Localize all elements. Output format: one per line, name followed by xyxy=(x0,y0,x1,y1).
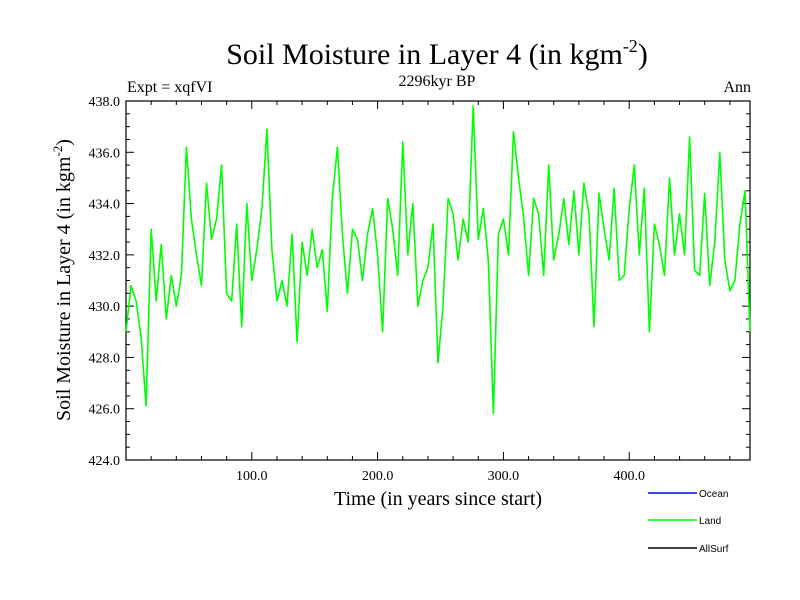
series-line-land xyxy=(125,105,751,415)
y-tick-label: 428.0 xyxy=(89,351,121,366)
y-axis-label: Soil Moisture in Layer 4 (in kgm-2) xyxy=(50,139,75,421)
season-label: Ann xyxy=(723,79,751,96)
y-tick-label: 432.0 xyxy=(89,249,121,264)
x-tick-label: 200.0 xyxy=(362,469,394,484)
legend-label-land: Land xyxy=(699,516,721,527)
chart-title: Soil Moisture in Layer 4 (in kgm-2) xyxy=(226,36,648,71)
chart-subtitle: 2296kyr BP xyxy=(399,73,476,90)
x-tick-label: 300.0 xyxy=(488,469,520,484)
x-axis: 100.0 200.0 300.0 400.0 xyxy=(150,101,731,484)
experiment-label: Expt = xqfVI xyxy=(127,79,212,96)
y-axis: 424.0 426.0 428.0 430.0 432.0 434.0 436.0 438.0 xyxy=(89,95,750,469)
plot-frame xyxy=(125,100,751,461)
legend-label-allsurf: AllSurf xyxy=(699,544,729,555)
legend: Ocean Land AllSurf xyxy=(648,489,729,555)
y-tick-label: 426.0 xyxy=(89,403,121,418)
y-tick-label: 424.0 xyxy=(89,454,121,469)
x-axis-label: Time (in years since start) xyxy=(334,488,542,510)
y-tick-label: 430.0 xyxy=(89,300,121,315)
legend-label-ocean: Ocean xyxy=(699,489,728,500)
y-tick-label: 438.0 xyxy=(89,95,121,110)
x-tick-label: 100.0 xyxy=(236,469,268,484)
y-tick-label: 434.0 xyxy=(89,198,121,213)
x-tick-label: 400.0 xyxy=(613,469,645,484)
y-tick-label: 436.0 xyxy=(89,146,121,161)
